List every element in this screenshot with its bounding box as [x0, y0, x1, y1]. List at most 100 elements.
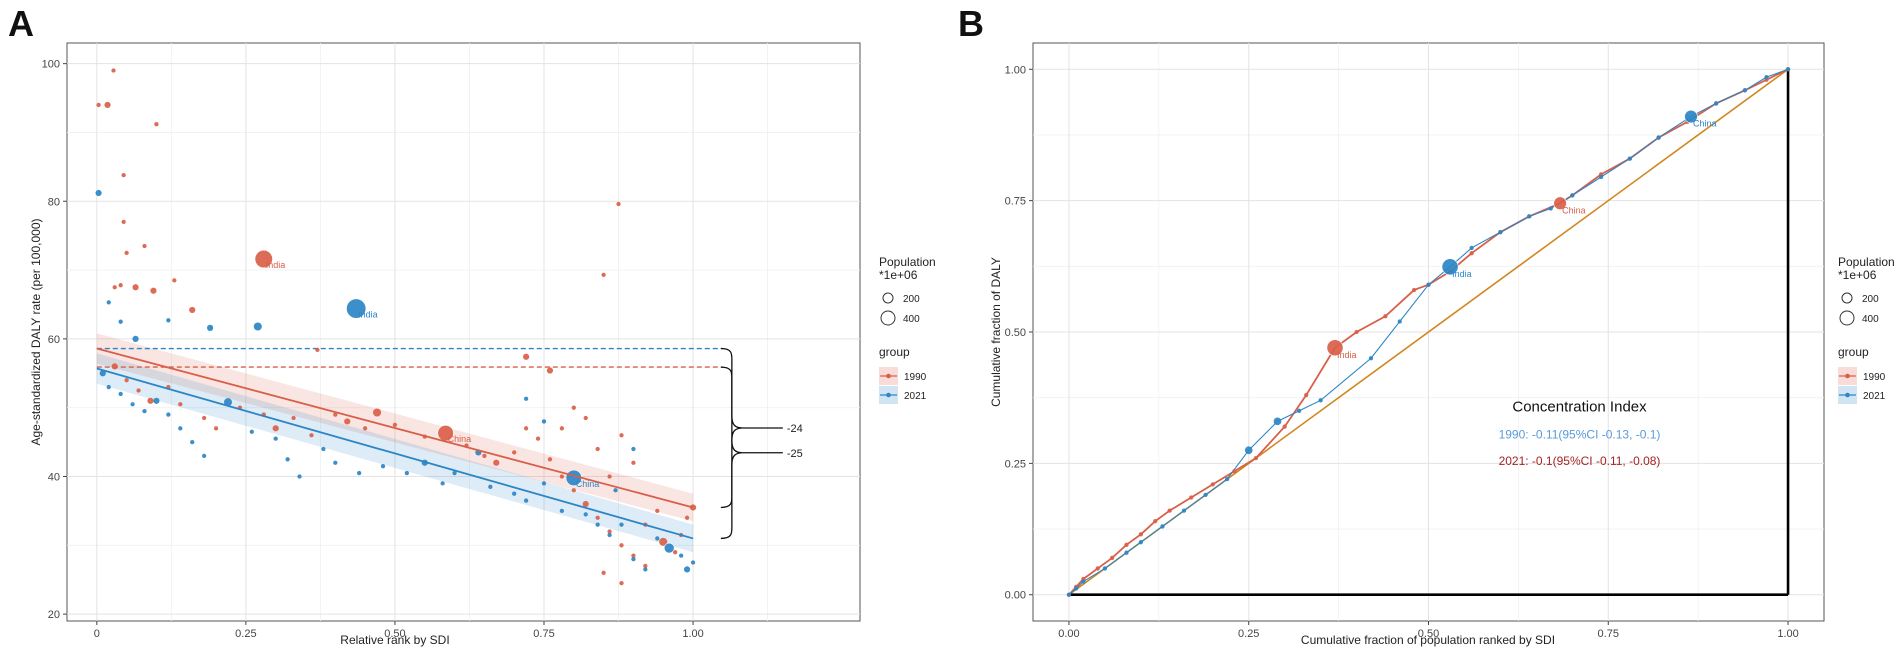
panel-a-point-1990: [121, 172, 126, 178]
panel-b-point-1990: [1095, 566, 1100, 571]
panel-b-x-axis-title: Cumulative fraction of population ranked…: [1301, 633, 1555, 647]
panel-a-point-1990: [111, 68, 116, 73]
panel-b-annotations: India India China China: [1337, 119, 1716, 360]
panel-a-point-1990: [189, 306, 196, 314]
panel-b-y-tick-label: 0.75: [1005, 196, 1026, 208]
panel-a-point-1990: [659, 537, 668, 546]
panel-a-point-2021: [166, 412, 171, 417]
panel-b-point-2021: [1527, 214, 1532, 219]
panel-a-point-2021: [404, 470, 410, 476]
panel-b-point-2021: [1764, 75, 1769, 80]
panel-b-point-2021: [1102, 566, 1108, 571]
panel-b-y-tick-label: 0.25: [1005, 458, 1026, 470]
panel-a-legend-group-label-2021: 2021: [904, 391, 927, 402]
panel-a-point-1990: [96, 102, 101, 108]
panel-a-brace-label: -24: [787, 423, 803, 435]
panel-a-point-1990: [124, 378, 129, 383]
panel-b-point-2021: [1296, 408, 1302, 413]
panel-a-legend-group-label-1990: 1990: [904, 372, 927, 383]
panel-a-point-2021: [118, 319, 123, 324]
panel-a-point-1990: [631, 460, 636, 465]
panel-b-legend-key-point-2021: [1845, 392, 1850, 398]
panel-b-x-tick-label: 0.50: [1418, 628, 1439, 640]
panel-a-point-1990: [546, 367, 554, 374]
panel-b-y-tick-label: 0.00: [1005, 590, 1026, 602]
panel-a-label-india-2021: India: [358, 310, 378, 320]
panel-a-point-1990: [601, 570, 606, 575]
panel-b-label-india-2021: India: [1452, 269, 1472, 279]
panel-a-point-2021: [595, 522, 600, 527]
panel-a-y-tick-label: 40: [48, 472, 60, 484]
panel-a-point-1990: [362, 426, 368, 431]
panel-a: India India China China -24 -25 0 0.25 0.50 0.7…: [29, 42, 936, 647]
panel-b-point-2021: [1713, 101, 1719, 106]
panel-a-point-2021: [95, 189, 102, 197]
panel-a-legend-size-title: *1e+06: [879, 268, 918, 282]
panel-b-point-1990: [1167, 508, 1172, 513]
panel-a-point-1990: [309, 433, 314, 438]
panel-a-point-2021: [190, 439, 195, 445]
panel-b-point-2021: [1160, 524, 1165, 529]
panel-a-legend-size-key: [880, 310, 896, 326]
panel-a-point-2021: [559, 508, 565, 514]
panel-b-label-india-1990: India: [1337, 350, 1357, 360]
panel-b-legend-key-point-1990: [1845, 373, 1850, 379]
panel-b-point-1990: [1124, 542, 1129, 547]
panel-a-legend: Population*1e+06 200 400 group 1990 2021: [879, 255, 936, 404]
panel-b-point-2021: [1081, 579, 1086, 584]
panel-b-point-2021: [1498, 230, 1503, 235]
panel-b-legend-group-label-1990: 1990: [1863, 372, 1886, 383]
panel-b-point-2021: [1318, 398, 1323, 403]
panel-a-y-tick-label: 100: [42, 59, 60, 71]
panel-b-point-1990: [1469, 251, 1474, 256]
panel-b-y-axis-title: Cumulative fraction of DALY: [989, 257, 1003, 407]
panel-a-braces: -24 -25: [720, 347, 803, 540]
panel-a-point-1990: [150, 287, 157, 294]
panel-a-regression-line-1990: [96, 347, 694, 509]
panel-a-y-tick-label: 20: [48, 609, 60, 621]
panel-b-point-2021: [1627, 156, 1632, 161]
panel-a-point-2021: [206, 324, 214, 331]
panel-a-point-1990: [571, 405, 576, 410]
panel-a-point-2021: [99, 370, 106, 377]
panel-a-point-1990: [136, 388, 141, 393]
panel-b-point-1990: [1411, 287, 1417, 293]
panel-a-point-1990: [124, 250, 129, 256]
panel-a-point-1990: [142, 243, 147, 249]
panel-a-point-2021: [297, 474, 302, 479]
panel-a-point-2021: [273, 436, 278, 441]
panel-b-point-1990: [1253, 455, 1259, 461]
panel-b-x-tick-label: 0.00: [1058, 628, 1079, 640]
panel-a-points: [95, 68, 697, 586]
panel-a-point-2021: [488, 484, 493, 489]
panel-a-point-2021: [357, 470, 362, 476]
panel-b-point-2021: [1181, 508, 1187, 513]
panel-a-point-2021: [440, 481, 445, 486]
panel-a-point-1990: [315, 347, 320, 353]
panel-a-point-2021: [607, 532, 612, 538]
panel-a-label-china-2021: China: [576, 479, 600, 489]
panel-a-legend-key-point-1990: [886, 373, 891, 379]
panel-a-point-2021: [132, 335, 139, 342]
panel-a-point-2021: [118, 391, 123, 397]
panel-a-legend-key-point-2021: [886, 392, 891, 398]
panel-a-point-2021: [541, 481, 547, 486]
panel-b-axes: 0.00 0.25 0.50 0.75 1.00 0.00 0.25 0.50 0.75 1.00: [1005, 64, 1799, 640]
panel-b-label-china-2021: China: [1693, 119, 1717, 129]
panel-a-point-1990: [291, 415, 296, 421]
panel-b-point-1990: [1109, 555, 1115, 561]
panel-b-point-1990: [1553, 196, 1567, 210]
panel-a-point-1990: [559, 474, 565, 479]
panel-a-point-2021: [583, 512, 588, 517]
panel-a-point-2021: [201, 453, 207, 459]
panel-a-point-2021: [631, 446, 636, 452]
panel-a-point-2021: [153, 397, 160, 404]
panel-a-axes: 0 0.25 0.50 0.75 1.00 20 40 60 80 100: [42, 59, 704, 640]
panel-a-point-1990: [571, 488, 576, 493]
panel-a-point-1990: [631, 553, 636, 558]
panel-a-point-2021: [613, 488, 618, 493]
panel-a-point-1990: [344, 418, 351, 425]
panel-a-point-2021: [346, 298, 367, 319]
panel-b-point-2021: [1273, 417, 1282, 426]
panel-a-point-1990: [118, 283, 123, 288]
